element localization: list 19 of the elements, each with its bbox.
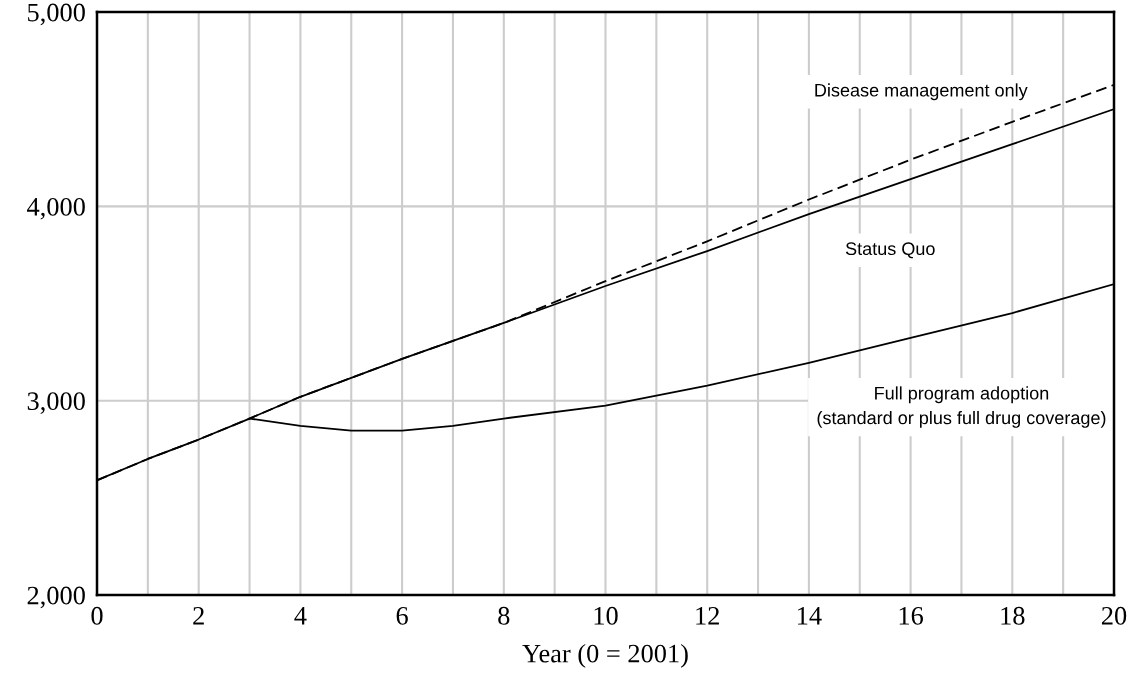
x-tick-label: 16 [899,606,924,625]
x-tick-label: 2 [193,606,204,625]
y-tick-label: 5,000 [28,3,85,26]
y-tick-label: 3,000 [27,392,85,414]
x-tick-label: 18 [1001,606,1025,625]
x-tick-label: 12 [696,606,719,625]
x-tick-label: 6 [396,606,408,625]
series-label: Full program adoption (standard or plus full drug coverage) [817,386,1106,428]
x-tick-label: 8 [498,606,510,625]
text: Status Quo [845,242,935,259]
x-tick-label: 4 [294,607,307,625]
series-label: Disease management only [815,83,1028,101]
x-tick-label: 20 [1101,606,1127,625]
x-tick-label: 14 [798,607,822,625]
x-axis-title: Year (0 = 2001) [522,643,688,668]
x-tick-label: 10 [594,606,618,625]
y-tick-label: 4,000 [27,197,85,220]
x-tick-label: 0 [91,606,103,625]
y-tick-label: 2,000 [27,586,85,609]
